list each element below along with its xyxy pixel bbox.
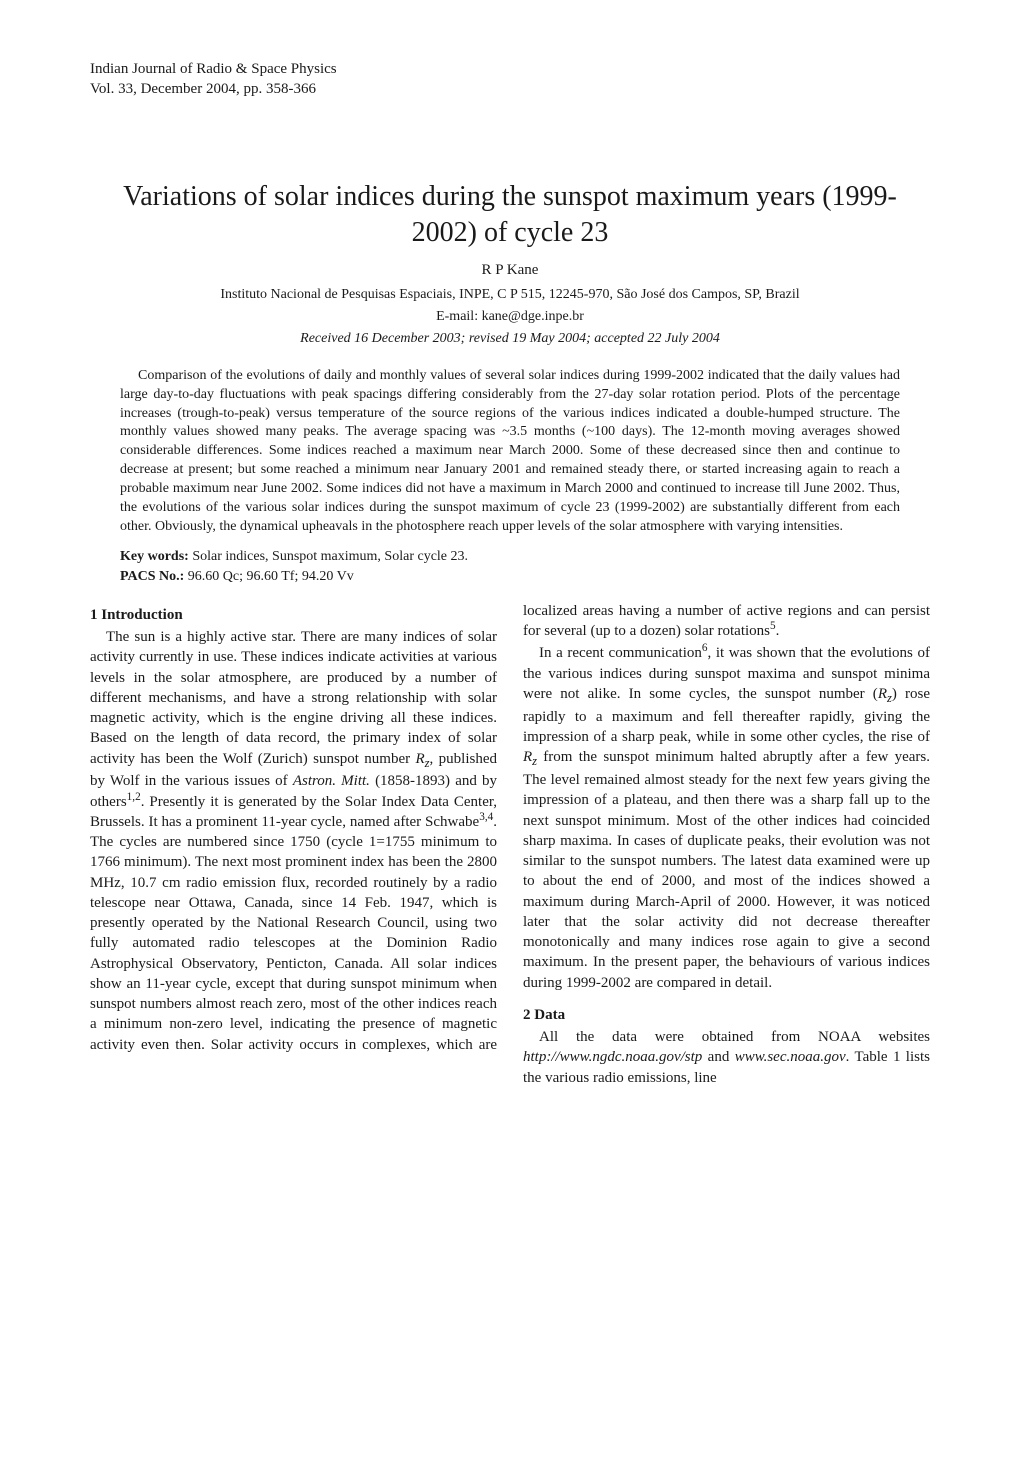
pacs-label: PACS No.:	[120, 569, 188, 584]
data-paragraph-1: All the data were obtained from NOAA web…	[523, 1027, 930, 1088]
keywords-label: Key words:	[120, 549, 192, 564]
pacs-line: PACS No.: 96.60 Qc; 96.60 Tf; 94.20 Vv	[120, 569, 900, 585]
abstract-text: Comparison of the evolutions of daily an…	[120, 367, 900, 537]
section-heading-introduction: 1 Introduction	[90, 605, 497, 625]
journal-name: Indian Journal of Radio & Space Physics	[90, 60, 930, 80]
keywords-value: Solar indices, Sunspot maximum, Solar cy…	[192, 549, 468, 564]
author-email-line: E-mail: kane@dge.inpe.br	[90, 309, 930, 325]
author-affiliation: Instituto Nacional de Pesquisas Espaciai…	[90, 287, 930, 303]
author-name: R P Kane	[90, 262, 930, 279]
email-label: E-mail:	[436, 309, 482, 324]
intro-paragraph-2: In a recent communication6, it was shown…	[523, 643, 930, 993]
keywords-line: Key words: Solar indices, Sunspot maximu…	[120, 549, 900, 565]
body-columns: 1 Introduction The sun is a highly activ…	[90, 601, 930, 1088]
page-container: Indian Journal of Radio & Space Physics …	[0, 0, 1020, 1148]
journal-volume: Vol. 33, December 2004, pp. 358-366	[90, 80, 930, 100]
pacs-value: 96.60 Qc; 96.60 Tf; 94.20 Vv	[188, 569, 354, 584]
article-title: Variations of solar indices during the s…	[120, 179, 900, 252]
journal-header: Indian Journal of Radio & Space Physics …	[90, 60, 930, 99]
section-heading-data: 2 Data	[523, 1005, 930, 1025]
manuscript-dates: Received 16 December 2003; revised 19 Ma…	[90, 331, 930, 347]
email-value: kane@dge.inpe.br	[482, 309, 584, 324]
